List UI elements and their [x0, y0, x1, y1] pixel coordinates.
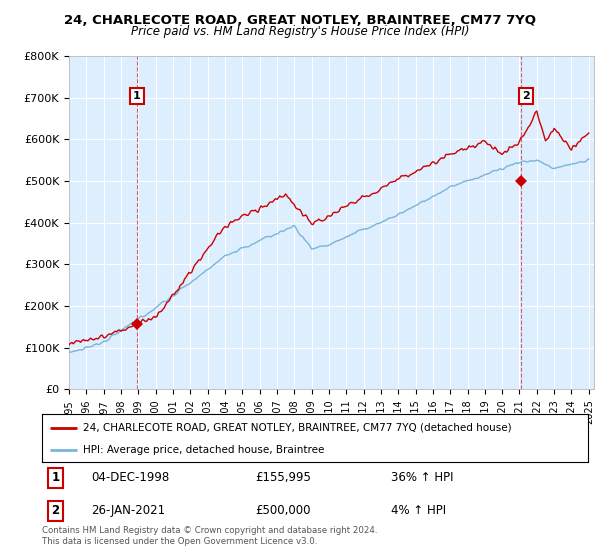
Text: Contains HM Land Registry data © Crown copyright and database right 2024.
This d: Contains HM Land Registry data © Crown c… [42, 526, 377, 546]
Text: 2: 2 [52, 504, 60, 517]
Text: 1: 1 [52, 471, 60, 484]
Text: HPI: Average price, detached house, Braintree: HPI: Average price, detached house, Brai… [83, 445, 325, 455]
Text: 2: 2 [522, 91, 530, 101]
Text: 36% ↑ HPI: 36% ↑ HPI [391, 471, 454, 484]
Text: Price paid vs. HM Land Registry's House Price Index (HPI): Price paid vs. HM Land Registry's House … [131, 25, 469, 38]
Text: £155,995: £155,995 [255, 471, 311, 484]
Text: 1: 1 [133, 91, 141, 101]
Text: £500,000: £500,000 [255, 504, 310, 517]
Text: 4% ↑ HPI: 4% ↑ HPI [391, 504, 446, 517]
Text: 24, CHARLECOTE ROAD, GREAT NOTLEY, BRAINTREE, CM77 7YQ (detached house): 24, CHARLECOTE ROAD, GREAT NOTLEY, BRAIN… [83, 423, 512, 433]
Text: 24, CHARLECOTE ROAD, GREAT NOTLEY, BRAINTREE, CM77 7YQ: 24, CHARLECOTE ROAD, GREAT NOTLEY, BRAIN… [64, 14, 536, 27]
Text: 04-DEC-1998: 04-DEC-1998 [91, 471, 169, 484]
Text: 26-JAN-2021: 26-JAN-2021 [91, 504, 165, 517]
